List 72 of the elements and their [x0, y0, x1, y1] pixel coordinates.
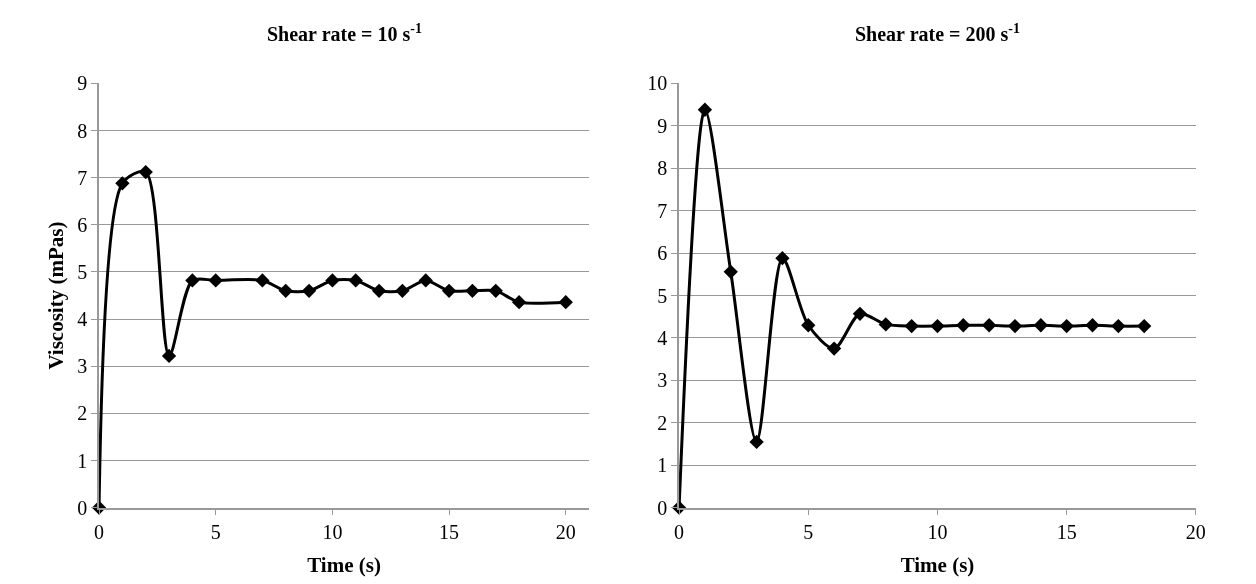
y-tick-label: 4: [77, 308, 88, 331]
point: [161, 348, 177, 364]
point: [115, 176, 130, 191]
y-tick-label: 5: [77, 260, 88, 283]
chart-title: Shear rate = 10 s$^{-1}$: [267, 21, 422, 46]
x-tick-label: 5: [803, 521, 814, 544]
point: [1007, 318, 1023, 334]
point: [301, 283, 317, 298]
y-tick-label: 7: [77, 166, 88, 189]
y-tick-label: 7: [657, 199, 668, 222]
point: [511, 295, 527, 310]
point: [1137, 318, 1152, 334]
y-tick-label: 2: [77, 402, 88, 425]
x-tick-label: 15: [1056, 521, 1077, 544]
y-tick-label: 6: [77, 213, 88, 236]
point: [749, 434, 764, 450]
point: [441, 283, 457, 298]
point: [325, 273, 340, 288]
y-tick-label: 2: [657, 411, 668, 434]
point: [255, 273, 270, 288]
y-tick-label: 10: [647, 72, 668, 95]
y-tick-label: 0: [657, 496, 668, 519]
x-axis-title: Time (s): [307, 553, 381, 578]
y-tick-label: 9: [657, 114, 668, 137]
point: [348, 273, 363, 288]
point: [1033, 318, 1048, 333]
point: [138, 164, 153, 180]
point: [465, 283, 480, 298]
y-tick-label: 6: [657, 242, 668, 265]
point: [852, 306, 868, 321]
point: [956, 318, 971, 333]
y-axis-title: Viscosity (mPas): [43, 221, 68, 370]
y-tick-label: 3: [77, 355, 88, 378]
point: [697, 102, 713, 117]
x-tick-label: 0: [94, 521, 105, 544]
point: [930, 318, 945, 334]
x-tick-label: 5: [210, 521, 221, 544]
point: [185, 273, 200, 288]
y-tick-label: 8: [77, 119, 88, 142]
point: [1085, 318, 1100, 333]
point: [775, 251, 790, 266]
y-tick-label: 5: [657, 284, 668, 307]
point: [371, 283, 387, 298]
x-axis-title: Time (s): [900, 553, 975, 578]
point: [826, 341, 842, 356]
point: [488, 283, 503, 298]
point: [278, 283, 293, 298]
x-tick-label: 20: [1185, 521, 1206, 544]
x-tick-label: 15: [439, 521, 460, 544]
point: [1111, 318, 1126, 334]
point: [208, 273, 223, 288]
chart-title: Shear rate = 200 s$^{-1}$: [855, 21, 1020, 46]
y-tick-label: 8: [657, 157, 668, 180]
y-tick-label: 1: [77, 449, 88, 472]
x-tick-label: 10: [322, 521, 343, 544]
point: [904, 318, 919, 334]
point: [801, 318, 816, 333]
x-tick-label: 10: [927, 521, 948, 544]
y-tick-label: 0: [77, 496, 88, 519]
point: [558, 295, 573, 310]
y-tick-label: 1: [657, 454, 668, 477]
point: [1059, 318, 1074, 334]
point: [878, 317, 893, 332]
point: [395, 283, 410, 298]
point: [723, 264, 738, 279]
y-tick-label: 9: [77, 72, 88, 95]
x-tick-label: 0: [674, 521, 685, 544]
y-tick-label: 4: [657, 326, 668, 349]
point: [418, 273, 433, 288]
point: [982, 318, 997, 333]
x-tick-label: 20: [555, 521, 576, 544]
y-tick-label: 3: [657, 369, 668, 392]
